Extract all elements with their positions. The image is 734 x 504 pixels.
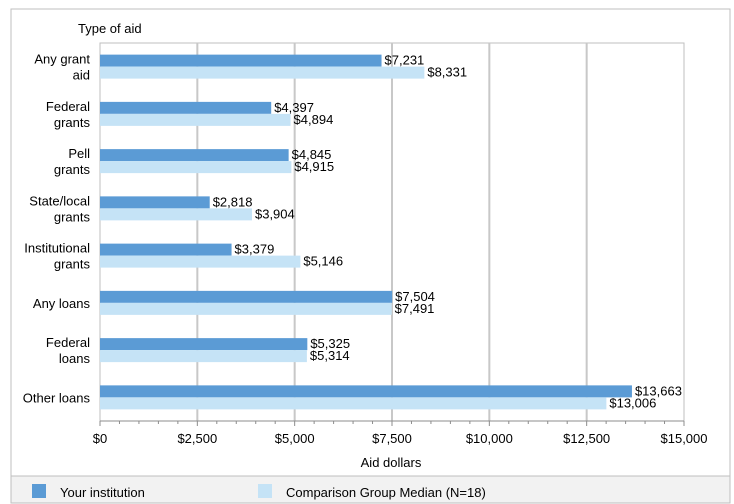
bar xyxy=(100,66,425,79)
category-label: grants xyxy=(54,257,91,272)
legend-label: Your institution xyxy=(60,485,145,500)
legend-swatch xyxy=(32,484,46,498)
x-tick-label: $10,000 xyxy=(466,431,513,446)
bar xyxy=(100,338,308,351)
category-label: aid xyxy=(73,68,90,83)
bar xyxy=(100,54,382,67)
legend-band xyxy=(10,475,731,504)
category-label: Other loans xyxy=(23,390,91,405)
bar-value-label: $5,314 xyxy=(310,348,350,363)
category-label: grants xyxy=(54,162,91,177)
category-label: Federal xyxy=(46,335,90,350)
bar-value-label: $4,845 xyxy=(292,147,332,162)
bar-value-label: $7,504 xyxy=(395,289,435,304)
bar-value-label: $13,006 xyxy=(609,395,656,410)
bar xyxy=(100,113,291,126)
bar xyxy=(100,302,392,315)
category-label: Pell xyxy=(68,146,90,161)
bar xyxy=(100,243,232,256)
bar xyxy=(100,397,607,410)
bar-value-label: $7,491 xyxy=(395,301,435,316)
bar-value-label: $3,904 xyxy=(255,206,295,221)
bar-value-label: $3,379 xyxy=(235,242,275,257)
category-label: Institutional xyxy=(24,241,90,256)
category-label: Any loans xyxy=(33,296,91,311)
bar xyxy=(100,385,632,398)
plot-area: $0 $2,500 $5,000 $7,500 $10,000 $12,500 $15,00… xyxy=(23,42,708,446)
legend-swatch xyxy=(258,484,272,498)
category-label: loans xyxy=(59,351,91,366)
category-label: State/local xyxy=(29,193,90,208)
y-axis-title: Type of aid xyxy=(78,21,142,36)
legend-label: Comparison Group Median (N=18) xyxy=(286,485,486,500)
category-label: grants xyxy=(54,115,91,130)
bar-value-label: $5,146 xyxy=(303,254,343,269)
bar-value-label: $7,231 xyxy=(385,53,425,68)
bar-value-label: $4,915 xyxy=(294,159,334,174)
bar xyxy=(100,290,393,303)
x-tick-label: $12,500 xyxy=(563,431,610,446)
category-label: Any grant xyxy=(34,52,90,67)
bar-value-label: $8,331 xyxy=(427,65,467,80)
bar xyxy=(100,101,272,114)
bar-value-label: $13,663 xyxy=(635,383,682,398)
category-label: grants xyxy=(54,209,91,224)
x-tick-label: $5,000 xyxy=(275,431,315,446)
x-tick-label: $7,500 xyxy=(372,431,412,446)
x-axis-title: Aid dollars xyxy=(361,455,422,470)
category-label: Federal xyxy=(46,99,90,114)
bar-value-label: $4,397 xyxy=(274,100,314,115)
bar xyxy=(100,350,307,363)
bar xyxy=(100,149,289,162)
legend: Your institution Comparison Group Median … xyxy=(32,484,486,500)
bar xyxy=(100,208,252,221)
x-tick-label: $2,500 xyxy=(177,431,217,446)
x-tick-label: $0 xyxy=(93,431,107,446)
x-tick-label: $15,000 xyxy=(661,431,708,446)
bar xyxy=(100,161,292,174)
bar xyxy=(100,255,301,268)
bar-value-label: $2,818 xyxy=(213,194,253,209)
bar-value-label: $4,894 xyxy=(294,112,334,127)
bar xyxy=(100,196,210,209)
bar-value-label: $5,325 xyxy=(310,336,350,351)
